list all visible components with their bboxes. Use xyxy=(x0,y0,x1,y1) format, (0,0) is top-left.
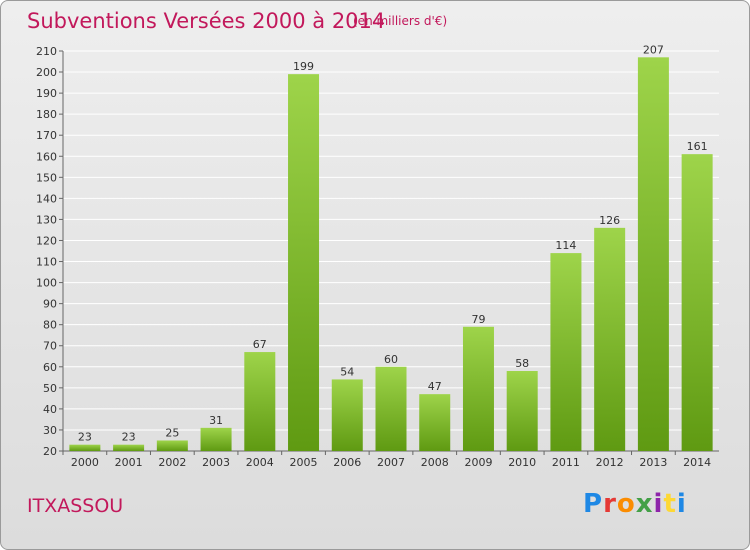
y-tick-label: 180 xyxy=(36,108,57,121)
bar-2010 xyxy=(506,371,538,451)
value-label-2012: 126 xyxy=(599,214,620,227)
bar-2002 xyxy=(156,440,188,451)
bar-2013 xyxy=(637,57,669,451)
bar-2012 xyxy=(594,227,626,451)
x-tick-label-2003: 2003 xyxy=(202,456,230,469)
y-tick-label: 110 xyxy=(36,256,57,269)
value-label-2011: 114 xyxy=(555,239,576,252)
value-label-2000: 23 xyxy=(78,431,92,444)
y-tick-label: 210 xyxy=(36,45,57,58)
x-tick-label-2006: 2006 xyxy=(333,456,361,469)
value-label-2010: 58 xyxy=(515,357,529,370)
y-tick-label: 130 xyxy=(36,213,57,226)
bar-2001 xyxy=(113,444,145,451)
value-label-2001: 23 xyxy=(122,431,136,444)
bar-2014 xyxy=(681,154,713,451)
value-label-2005: 199 xyxy=(293,60,314,73)
commune-name: ITXASSOU xyxy=(27,495,124,517)
value-label-2006: 54 xyxy=(340,365,354,378)
value-label-2002: 25 xyxy=(165,426,179,439)
y-tick-label: 90 xyxy=(43,298,57,311)
x-tick-label-2005: 2005 xyxy=(290,456,318,469)
y-tick-label: 200 xyxy=(36,66,57,79)
y-tick-label: 70 xyxy=(43,340,57,353)
x-tick-label-2009: 2009 xyxy=(464,456,492,469)
x-tick-label-2012: 2012 xyxy=(596,456,624,469)
y-tick-label: 170 xyxy=(36,129,57,142)
y-tick-label: 40 xyxy=(43,403,57,416)
y-tick-label: 20 xyxy=(43,445,57,458)
bar-2009 xyxy=(462,326,494,451)
y-tick-label: 80 xyxy=(43,319,57,332)
chart-title: Subventions Versées 2000 à 2014 xyxy=(27,9,386,33)
bar-2004 xyxy=(244,352,276,451)
y-tick-label: 160 xyxy=(36,150,57,163)
y-tick-label: 60 xyxy=(43,361,57,374)
x-tick-label-2010: 2010 xyxy=(508,456,536,469)
y-tick-label: 190 xyxy=(36,87,57,100)
bar-2000 xyxy=(69,444,101,451)
value-label-2013: 207 xyxy=(643,43,664,56)
value-label-2004: 67 xyxy=(253,338,267,351)
value-labels: 23 23 25 31 67 199 54 60 47 79 58 114 126 207 161 xyxy=(78,43,708,443)
proxiti-logo: Proxiti xyxy=(583,489,687,519)
x-tick-label-2008: 2008 xyxy=(421,456,449,469)
bar-2005 xyxy=(288,74,320,451)
y-tick-label: 120 xyxy=(36,234,57,247)
value-label-2009: 79 xyxy=(471,313,485,326)
x-tick-label-2001: 2001 xyxy=(115,456,143,469)
value-label-2014: 161 xyxy=(687,140,708,153)
x-tick-label-2014: 2014 xyxy=(683,456,711,469)
y-tick-label: 30 xyxy=(43,424,57,437)
x-tick-label-2004: 2004 xyxy=(246,456,274,469)
y-tick-label: 140 xyxy=(36,192,57,205)
bar-2008 xyxy=(419,394,451,451)
value-label-2007: 60 xyxy=(384,353,398,366)
y-tick-label: 150 xyxy=(36,171,57,184)
x-tick-label-2002: 2002 xyxy=(158,456,186,469)
x-tick-label-2011: 2011 xyxy=(552,456,580,469)
bar-2011 xyxy=(550,253,582,451)
x-tick-label-2007: 2007 xyxy=(377,456,405,469)
bar-2007 xyxy=(375,366,407,451)
y-tick-label: 50 xyxy=(43,382,57,395)
x-tick-label-2013: 2013 xyxy=(639,456,667,469)
chart-subtitle: (en milliers d'€) xyxy=(353,14,448,28)
value-label-2008: 47 xyxy=(428,380,442,393)
bar-2006 xyxy=(331,379,363,451)
x-tick-labels: 2000 2001 2002 2003 2004 2005 2006 2007 2008 2009… xyxy=(62,451,711,469)
x-tick-label-2000: 2000 xyxy=(71,456,99,469)
value-label-2003: 31 xyxy=(209,414,223,427)
y-tick-labels: 20 30 40 50 60 70 80 90 100 110 120 130 140 150 160 170… xyxy=(36,45,63,458)
bars xyxy=(69,57,713,451)
bar-2003 xyxy=(200,427,232,451)
y-tick-label: 100 xyxy=(36,277,57,290)
